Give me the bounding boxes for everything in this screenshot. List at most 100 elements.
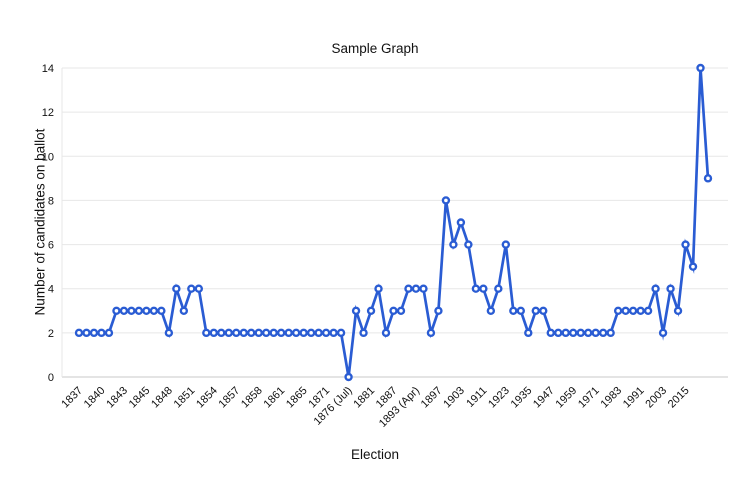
data-point-marker: [703, 174, 713, 183]
data-point-marker: [299, 328, 308, 338]
data-point-marker: [157, 306, 166, 315]
data-point-marker: [681, 240, 690, 249]
data-point-marker: [658, 328, 668, 338]
x-tick-label: 1848: [149, 385, 175, 411]
x-tick-label: 1851: [172, 385, 198, 411]
data-point-marker: [366, 306, 376, 315]
x-tick-label: 1959: [554, 385, 580, 411]
data-point-marker: [269, 328, 278, 338]
x-tick-label: 1947: [531, 385, 557, 411]
data-point-marker: [142, 306, 151, 315]
x-tick-label: 1845: [127, 385, 153, 411]
data-point-marker: [606, 328, 615, 338]
data-point-marker: [276, 328, 286, 338]
data-point-marker: [262, 328, 271, 338]
x-tick-label: 1881: [351, 385, 377, 411]
x-tick-label: 1837: [59, 385, 85, 411]
data-point-marker: [247, 328, 256, 338]
data-point-marker: [479, 284, 488, 293]
data-point-marker: [284, 328, 293, 338]
data-point-marker: [351, 306, 361, 315]
data-point-marker: [643, 306, 653, 315]
y-tick-label: 2: [48, 328, 54, 340]
data-point-marker: [217, 328, 226, 338]
data-point-marker: [441, 196, 451, 205]
x-tick-label: 1840: [82, 385, 108, 411]
data-point-marker: [329, 328, 338, 338]
data-point-marker: [628, 306, 638, 315]
x-tick-label: 1854: [194, 385, 220, 411]
data-point-marker: [359, 328, 368, 338]
data-point-marker: [636, 306, 645, 315]
data-point-marker: [232, 328, 241, 338]
data-point-marker: [449, 240, 458, 249]
data-point-marker: [598, 328, 608, 338]
data-point-marker: [209, 328, 218, 338]
data-point-marker: [291, 328, 301, 338]
data-point-marker: [224, 328, 233, 338]
data-point-marker: [381, 328, 391, 338]
data-point-marker: [254, 328, 263, 338]
x-tick-label: 1991: [621, 385, 647, 411]
x-axis-label: Election: [350, 447, 400, 462]
x-tick-label: 1897: [419, 385, 445, 411]
data-point-marker: [509, 306, 518, 315]
data-point-marker: [82, 328, 91, 338]
data-point-marker: [134, 306, 144, 315]
chart-title: Sample Graph: [331, 41, 419, 56]
x-tick-label: 1983: [598, 385, 624, 411]
x-tick-label: 1861: [262, 385, 288, 411]
x-tick-label: 1935: [509, 385, 535, 411]
data-point-marker: [374, 284, 383, 293]
data-point-marker: [456, 218, 466, 227]
data-point-marker: [149, 306, 159, 315]
data-point-marker: [321, 328, 331, 338]
data-point-marker: [419, 284, 428, 293]
x-tick-label: 2003: [643, 385, 669, 411]
data-point-marker: [112, 306, 121, 315]
y-tick-label: 0: [48, 372, 54, 384]
data-point-marker: [396, 306, 406, 315]
data-point-marker: [89, 328, 99, 338]
data-point-marker: [471, 284, 481, 293]
x-tick-label: 1858: [239, 385, 265, 411]
data-point-marker: [172, 284, 181, 293]
data-point-marker: [539, 306, 548, 315]
data-point-marker: [74, 328, 84, 338]
data-point-marker: [434, 306, 443, 315]
data-point-marker: [306, 328, 316, 338]
data-point-marker: [576, 328, 585, 338]
data-point-marker: [486, 306, 496, 315]
y-tick-label: 14: [42, 63, 54, 75]
data-point-marker: [314, 328, 323, 338]
data-point-marker: [531, 306, 540, 315]
data-point-marker: [621, 306, 630, 315]
data-point-marker: [344, 372, 353, 382]
x-tick-label: 2015: [666, 385, 692, 411]
x-tick-label: 1923: [486, 385, 512, 411]
data-point-marker: [583, 328, 593, 338]
data-point-marker: [673, 306, 683, 315]
data-point-marker: [569, 328, 578, 338]
data-point-marker: [524, 328, 533, 338]
x-tick-label: 1971: [576, 385, 602, 411]
data-point-marker: [651, 284, 660, 293]
data-point-marker: [179, 306, 189, 315]
data-point-marker: [426, 328, 436, 338]
data-point-marker: [501, 240, 511, 249]
y-tick-label: 6: [48, 240, 54, 252]
data-point-marker: [494, 284, 503, 293]
data-point-marker: [688, 262, 698, 271]
data-point-marker: [464, 240, 473, 249]
data-point-marker: [239, 328, 248, 338]
data-point-marker: [164, 328, 174, 338]
y-tick-label: 10: [42, 151, 54, 163]
data-point-marker: [97, 328, 106, 338]
x-tick-label: 1865: [284, 385, 310, 411]
data-point-marker: [336, 328, 346, 338]
data-point-marker: [561, 328, 570, 338]
data-point-marker: [389, 306, 398, 315]
data-point-marker: [404, 284, 413, 293]
